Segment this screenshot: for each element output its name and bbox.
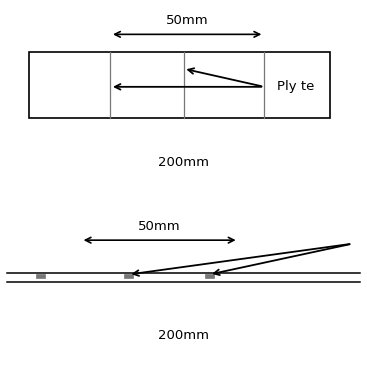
Bar bbox=[36, 274, 45, 279]
Bar bbox=[29, 51, 330, 118]
Bar bbox=[124, 274, 133, 279]
Text: 50mm: 50mm bbox=[166, 14, 208, 28]
Text: 200mm: 200mm bbox=[158, 329, 209, 342]
Text: 50mm: 50mm bbox=[138, 219, 181, 233]
Text: 200mm: 200mm bbox=[158, 156, 209, 169]
Text: Ply te: Ply te bbox=[277, 80, 315, 93]
Bar bbox=[205, 274, 214, 279]
